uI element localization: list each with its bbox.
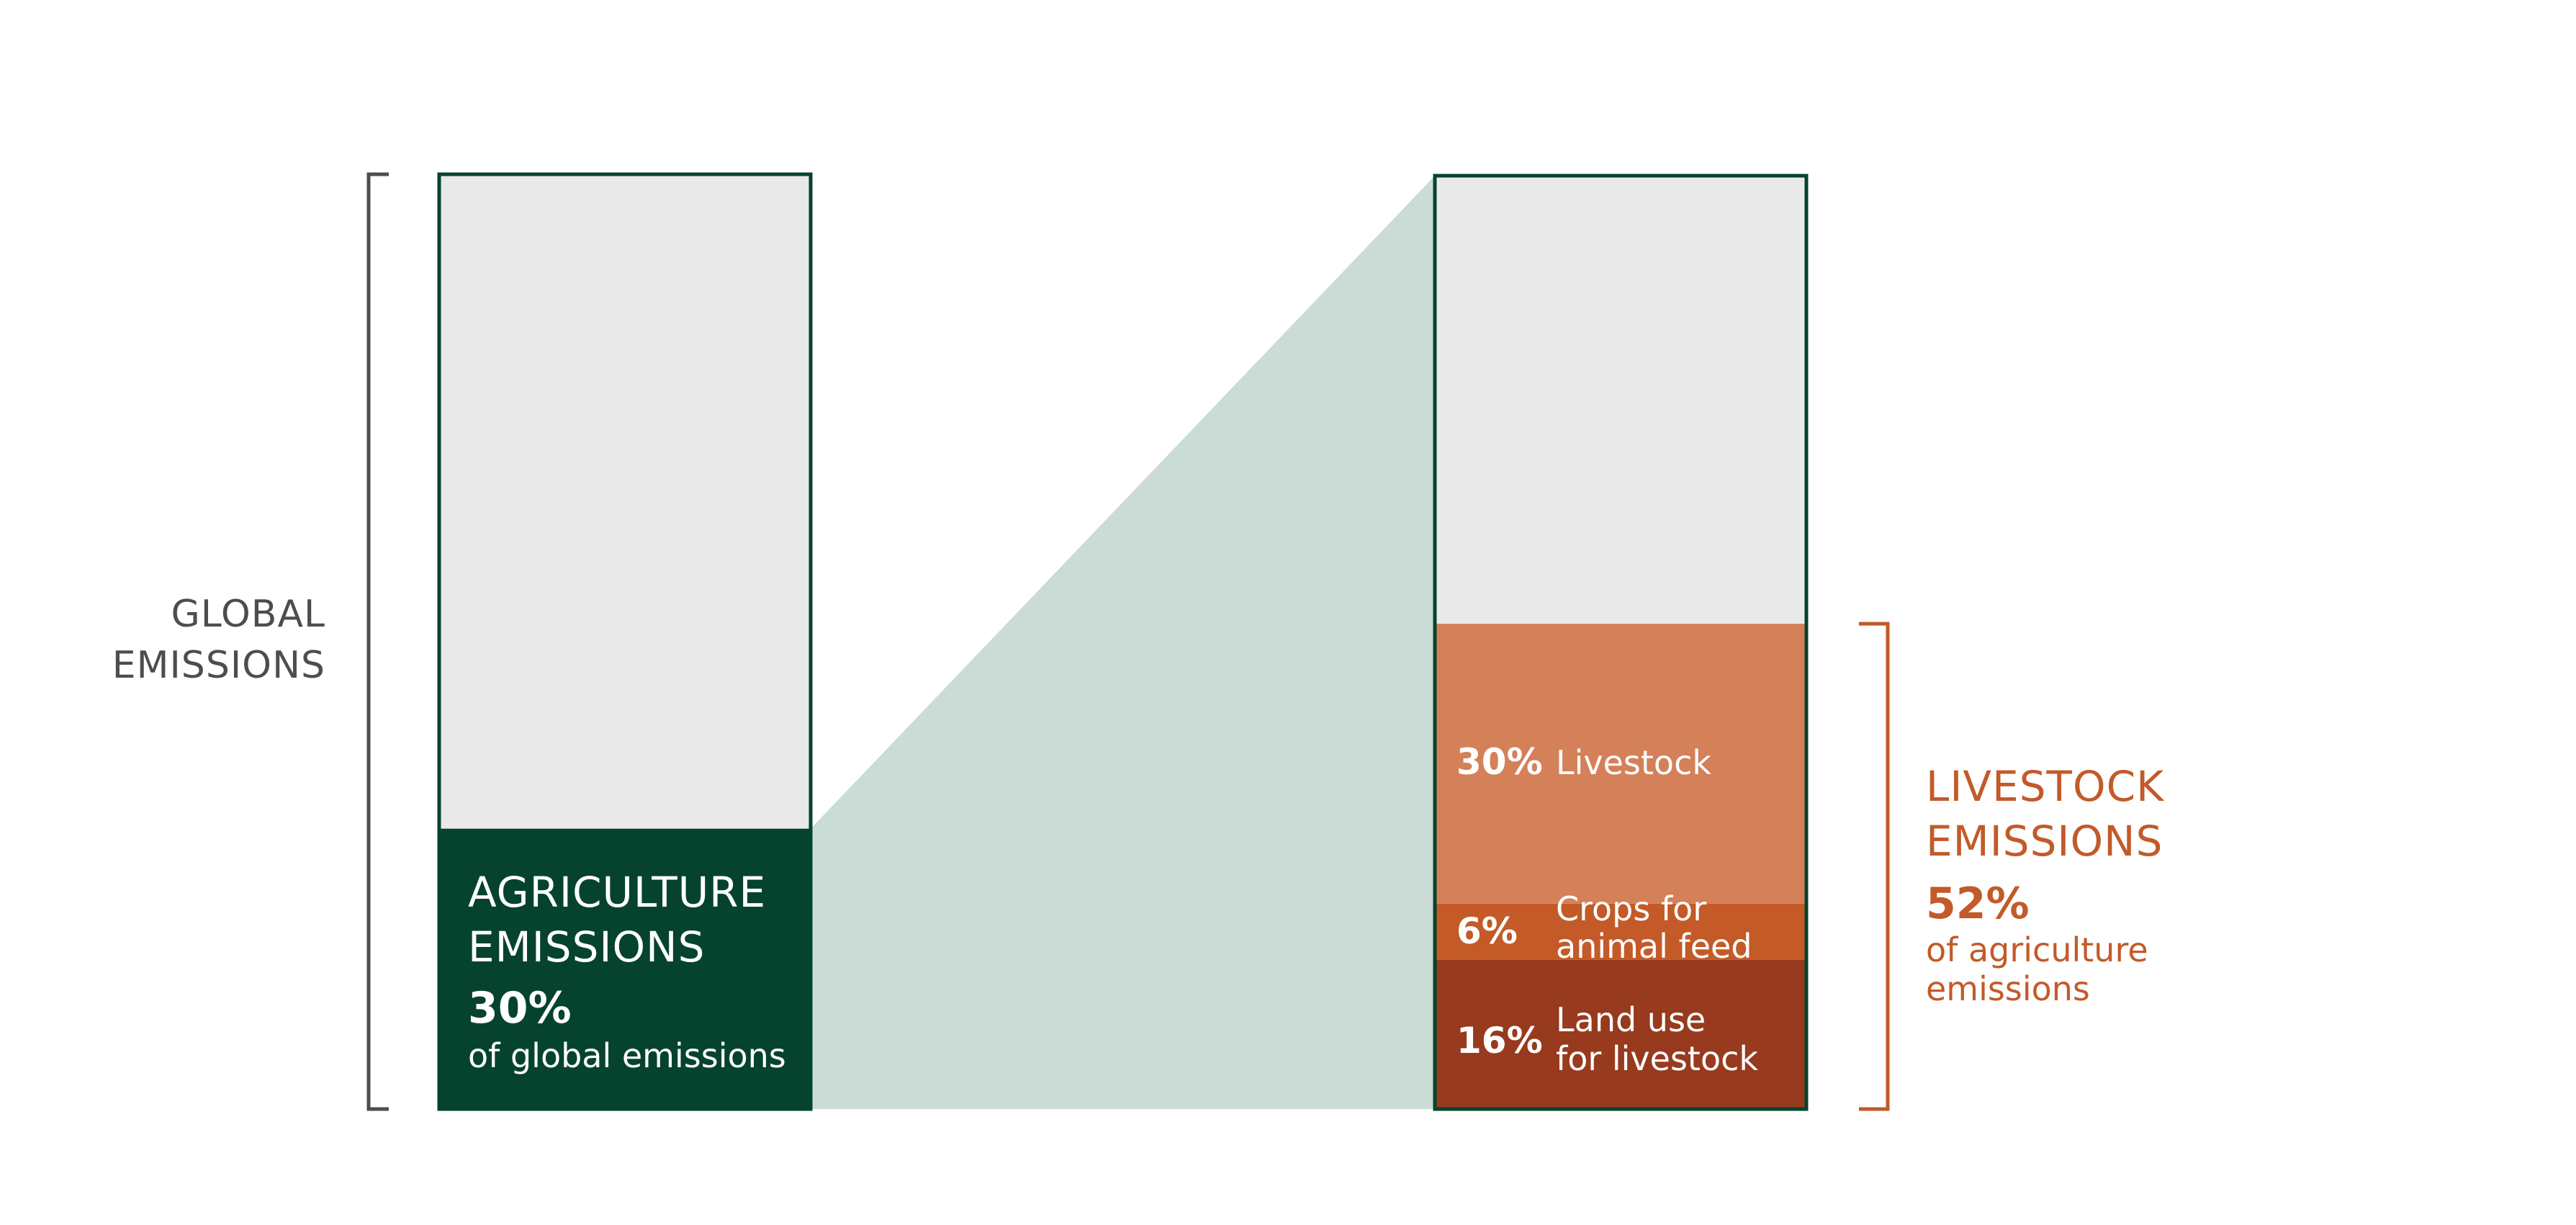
other-global-segment — [439, 174, 811, 829]
agriculture-subtitle: of global emissions — [468, 1036, 786, 1075]
global-bar-outline — [437, 172, 813, 1111]
zoom-connector — [811, 176, 1435, 1109]
global-label-line-1: GLOBAL — [171, 593, 325, 636]
agriculture-heading-line-2: EMISSIONS — [468, 923, 705, 972]
global-bracket-line — [366, 172, 389, 1111]
agriculture-bar-outline — [1433, 174, 1809, 1111]
crops-feed-label-line-1: Crops for — [1556, 889, 1706, 928]
global-emissions-bracket: GLOBAL EMISSIONS — [112, 172, 389, 1111]
global-label-line-2: EMISSIONS — [112, 644, 325, 687]
other-agriculture-segment — [1435, 176, 1806, 624]
livestock-percent: 30% — [1456, 741, 1543, 783]
livestock-subtitle-line-2: emissions — [1926, 969, 2090, 1008]
crops-feed-label-line-2: animal feed — [1556, 927, 1752, 966]
agriculture-segment — [439, 828, 811, 1109]
land-use-label-line-2: for livestock — [1556, 1039, 1758, 1078]
livestock-segment — [1435, 624, 1806, 904]
land-use-segment — [1435, 959, 1806, 1109]
livestock-emissions-bracket: LIVESTOCK EMISSIONS 52%of agricultureemiss… — [1859, 622, 2165, 1111]
livestock-heading-line-1: LIVESTOCK — [1926, 762, 2165, 811]
livestock-heading-line-2: EMISSIONS — [1926, 817, 2163, 866]
agriculture-percent: 30% — [468, 983, 572, 1033]
land-use-percent: 16% — [1456, 1020, 1543, 1062]
livestock-bracket-line — [1859, 622, 1890, 1111]
agriculture-heading-line-1: AGRICULTURE — [468, 868, 766, 917]
livestock-percent: 52% — [1926, 879, 2030, 929]
land-use-label-line-1: Land use — [1556, 1000, 1706, 1039]
crops-feed-percent: 6% — [1456, 910, 1518, 952]
crops-feed-segment — [1435, 903, 1806, 960]
livestock-subtitle-line-1: of agriculture — [1926, 930, 2148, 969]
global-emissions-bar: AGRICULTURE EMISSIONS 30%of global emissio… — [437, 172, 813, 1111]
livestock-label-line-1: Livestock — [1556, 743, 1711, 782]
